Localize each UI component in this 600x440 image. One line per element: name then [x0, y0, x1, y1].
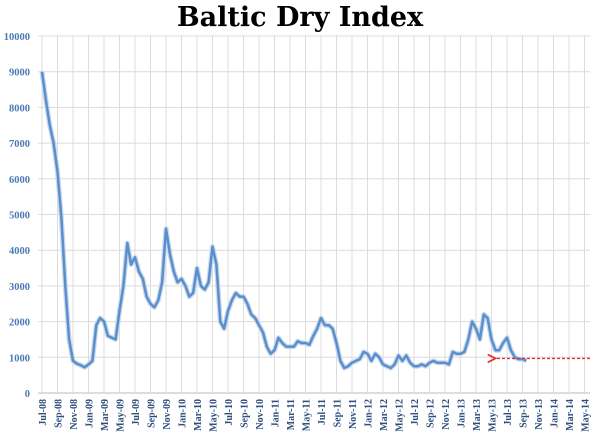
x-tick-label: May-09	[116, 399, 127, 432]
x-tick-label: Sep-11	[333, 399, 344, 427]
x-tick-label: Mar-11	[286, 399, 297, 430]
x-tick-label: Jan-09	[85, 399, 96, 428]
x-tick-label: Jan-12	[364, 399, 375, 428]
x-tick-label: Mar-09	[100, 399, 111, 431]
x-tick-label: Sep-13	[519, 399, 530, 428]
y-tick-label: 8000	[9, 103, 30, 114]
x-tick-label: May-10	[209, 399, 220, 432]
y-tick-label: 1000	[9, 353, 30, 364]
x-tick-label: Nov-08	[69, 399, 80, 430]
y-tick-label: 0	[25, 389, 30, 400]
x-tick-label: Mar-14	[565, 399, 576, 431]
x-tick-label: Jan-13	[457, 399, 468, 428]
y-tick-label: 5000	[9, 211, 30, 222]
x-tick-label: Jul-08	[38, 399, 49, 426]
y-tick-label: 9000	[9, 68, 30, 79]
x-tick-label: May-13	[488, 399, 499, 432]
x-tick-label: Sep-10	[240, 399, 251, 428]
x-tick-label: Jul-10	[224, 399, 235, 426]
x-tick-label: Mar-13	[472, 399, 483, 431]
x-tick-label: Nov-09	[162, 399, 173, 430]
x-tick-label: May-11	[302, 399, 313, 431]
y-tick-label: 6000	[9, 175, 30, 186]
x-tick-label: May-12	[395, 399, 406, 432]
x-tick-label: Nov-12	[441, 399, 452, 430]
x-tick-label: Jul-13	[503, 399, 514, 426]
x-tick-label: Nov-10	[255, 399, 266, 430]
x-tick-label: Sep-12	[426, 399, 437, 428]
x-tick-label: Nov-11	[348, 399, 359, 429]
y-tick-label: 2000	[9, 318, 30, 329]
x-tick-label: Jul-09	[131, 399, 142, 426]
x-tick-label: Sep-08	[54, 399, 65, 428]
y-tick-label: 4000	[9, 246, 30, 257]
series-line-shadow	[39, 71, 528, 371]
x-tick-label: Mar-10	[193, 399, 204, 431]
x-tick-label: Mar-12	[379, 399, 390, 431]
x-tick-label: Jan-11	[271, 399, 282, 427]
chart-title: Baltic Dry Index	[176, 2, 424, 33]
x-tick-label: May-14	[581, 399, 592, 432]
x-tick-label: Jul-12	[410, 399, 421, 426]
x-tick-label: Jan-10	[178, 399, 189, 428]
x-tick-label: Sep-09	[147, 399, 158, 428]
y-tick-label: 3000	[9, 282, 30, 293]
x-tick-label: Nov-13	[534, 399, 545, 430]
x-tick-label: Jul-11	[317, 399, 328, 425]
series-line	[40, 71, 527, 370]
y-tick-label: 10000	[4, 32, 30, 43]
x-tick-label: Jan-14	[550, 399, 561, 428]
y-tick-label: 7000	[9, 139, 30, 150]
